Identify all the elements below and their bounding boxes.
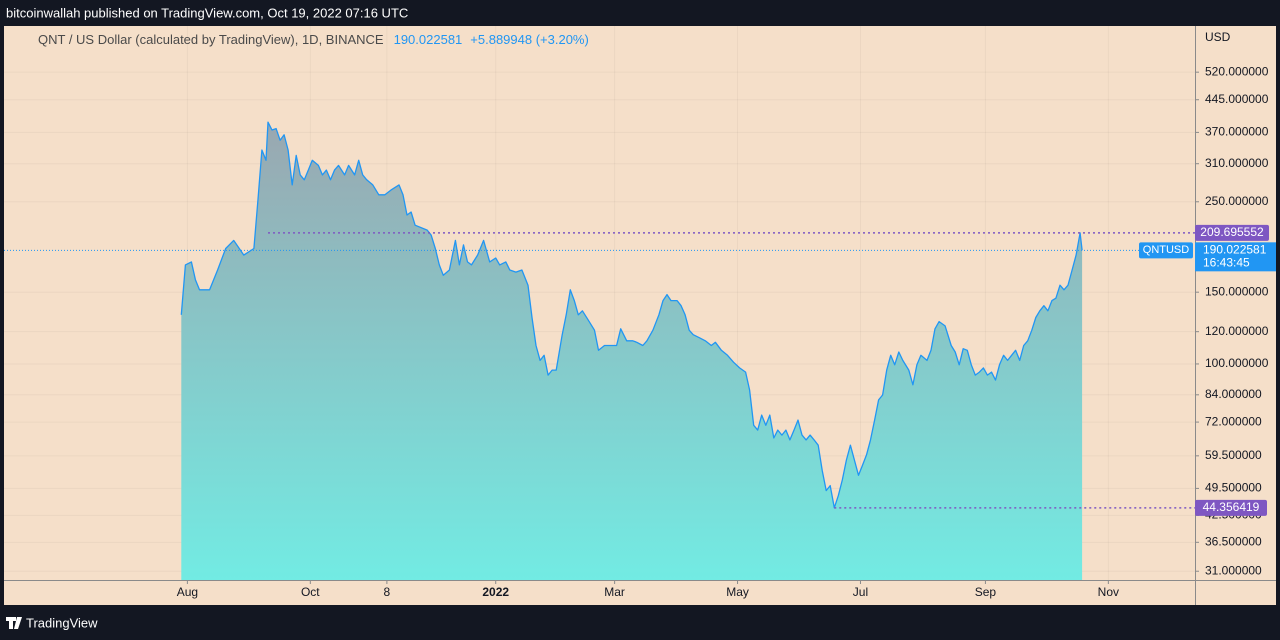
x-tick-label: Sep <box>975 585 997 599</box>
x-tick-label: Nov <box>1098 585 1119 599</box>
x-tick-label: Aug <box>177 585 198 599</box>
last-badge <box>1195 242 1276 272</box>
area-fill <box>181 122 1083 580</box>
y-tick-label: 250.000000 <box>1205 194 1269 208</box>
x-tick-label: 8 <box>384 585 391 599</box>
published-line: bitcoinwallah published on TradingView.c… <box>6 5 408 20</box>
x-tick-label: Jul <box>853 585 868 599</box>
y-tick-label: 310.000000 <box>1205 156 1269 170</box>
y-tick-label: 370.000000 <box>1205 125 1269 139</box>
countdown-label: 16:43:45 <box>1203 256 1250 270</box>
x-tick-label: Mar <box>604 585 625 599</box>
y-tick-label: 84.000000 <box>1205 387 1262 401</box>
y-tick-label: 72.000000 <box>1205 414 1262 428</box>
low-badge <box>1195 499 1267 516</box>
markers: 209.695552 44.356419 QNTUSD 190.02258116:43… <box>267 224 1276 516</box>
y-tick-label: 520.000000 <box>1205 64 1269 78</box>
legend: QNT / US Dollar (calculated by TradingVi… <box>38 32 589 47</box>
legend-change: +5.889948 (+3.20%) <box>470 32 589 47</box>
legend-title: QNT / US Dollar (calculated by TradingVi… <box>38 32 384 47</box>
price-unit: USD <box>1205 30 1231 44</box>
legend-last: 190.022581 <box>394 32 463 47</box>
y-tick-label: 36.500000 <box>1205 534 1262 548</box>
y-tick-label: 31.000000 <box>1205 563 1262 577</box>
brand-name: TradingView <box>26 615 98 630</box>
y-tick-label: 150.000000 <box>1205 284 1269 298</box>
symbol-badge <box>1139 242 1193 259</box>
low-badge-label: 44.356419 <box>1203 500 1260 514</box>
plot <box>4 121 1195 580</box>
high-badge-label: 209.695552 <box>1200 225 1264 239</box>
y-tick-label: 100.000000 <box>1205 356 1269 370</box>
x-tick-label: 2022 <box>482 585 509 599</box>
y-tick-label: 49.500000 <box>1205 481 1262 495</box>
x-tick-label: May <box>726 585 749 599</box>
x-tick-label: Oct <box>301 585 320 599</box>
brand-logo <box>6 617 22 629</box>
y-tick-label: 120.000000 <box>1205 324 1269 338</box>
price-line <box>180 121 1083 509</box>
y-tick-label: 59.500000 <box>1205 448 1262 462</box>
symbol-badge-label: QNTUSD <box>1143 244 1190 256</box>
y-tick-label: 445.000000 <box>1205 92 1269 106</box>
high-badge <box>1195 224 1269 241</box>
last-badge-label: 190.022581 <box>1203 243 1267 257</box>
